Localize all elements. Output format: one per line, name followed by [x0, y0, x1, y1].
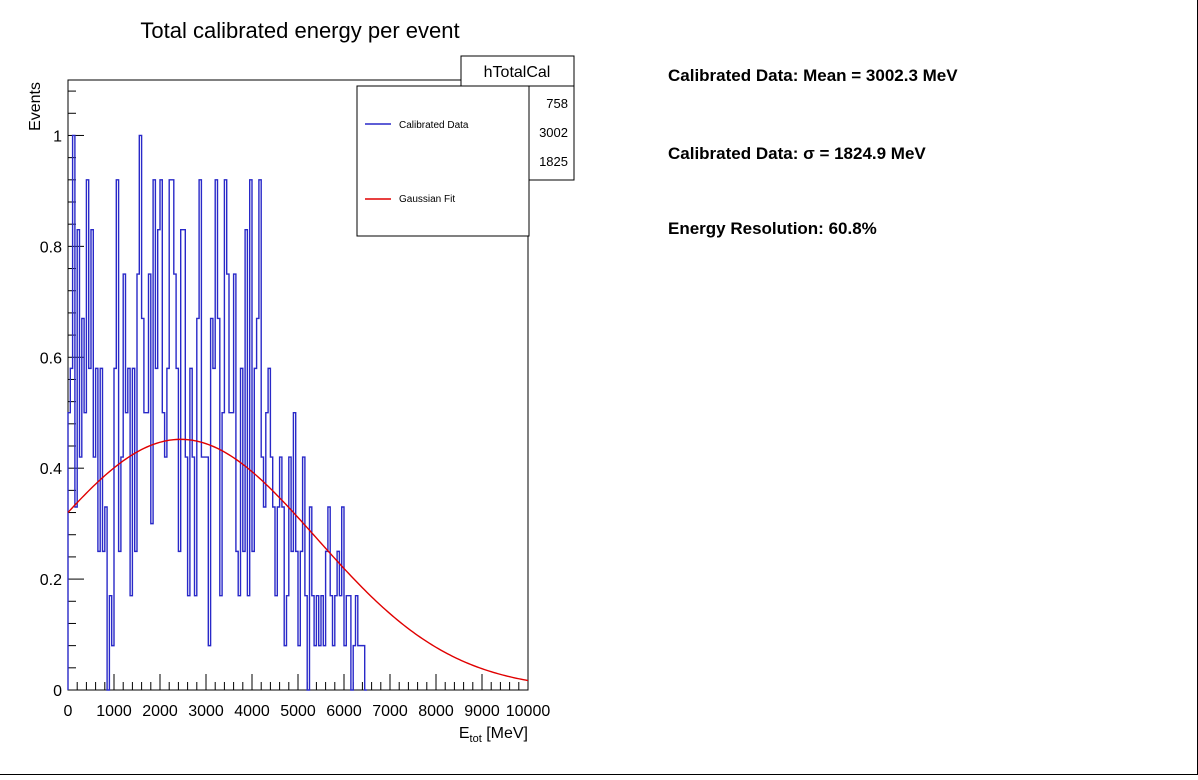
sigma-info-text: Calibrated Data: σ = 1824.9 MeV — [668, 144, 926, 163]
legend-label-calibrated-data: Calibrated Data — [399, 120, 469, 131]
resolution-info-text: Energy Resolution: 60.8% — [668, 219, 877, 238]
x-tick-label: 8000 — [418, 703, 454, 720]
legend: Calibrated Data Gaussian Fit — [356, 85, 530, 237]
stats-box-value-entries: 758 — [546, 96, 568, 111]
x-tick-label: 4000 — [234, 703, 270, 720]
axis-ticks — [67, 90, 529, 691]
x-tick-label: 7000 — [372, 703, 408, 720]
stats-box-value-stddev: 1825 — [539, 154, 568, 169]
stats-box-title: hTotalCal — [484, 64, 551, 81]
mean-info-text: Calibrated Data: Mean = 3002.3 MeV — [668, 66, 958, 85]
x-axis-label-subscript: tot — [470, 733, 482, 745]
legend-label-gaussian-fit: Gaussian Fit — [399, 194, 455, 205]
x-tick-label: 0 — [64, 703, 73, 720]
chart-title: Total calibrated energy per event — [140, 18, 459, 43]
x-axis-label-symbol: E — [459, 725, 470, 742]
y-tick-labels: 0 0.2 0.4 0.6 0.8 1 — [40, 128, 62, 700]
x-tick-label: 5000 — [280, 703, 316, 720]
x-tick-label: 10000 — [506, 703, 551, 720]
x-tick-label: 9000 — [464, 703, 500, 720]
y-tick-label: 0.6 — [40, 350, 62, 367]
y-tick-label: 0.8 — [40, 239, 62, 256]
x-axis-label-unit: [MeV] — [482, 725, 528, 742]
y-tick-label: 0 — [53, 683, 62, 700]
x-tick-label: 3000 — [188, 703, 224, 720]
series-calibrated-data-line — [67, 134, 367, 691]
x-tick-label: 1000 — [96, 703, 132, 720]
x-tick-labels: 0 1000 2000 3000 4000 5000 6000 7000 8000 9000 100… — [64, 703, 551, 720]
stats-box-value-mean: 3002 — [539, 125, 568, 140]
series-gaussian-fit-line — [67, 438, 529, 682]
y-tick-label: 0.2 — [40, 572, 62, 589]
legend-frame — [356, 85, 530, 237]
x-tick-label: 6000 — [326, 703, 362, 720]
y-axis-label: Events — [27, 82, 44, 131]
y-tick-label: 1 — [53, 128, 62, 145]
x-tick-label: 2000 — [142, 703, 178, 720]
y-tick-label: 0.4 — [40, 461, 62, 478]
x-axis-label: Etot [MeV] — [459, 725, 528, 745]
